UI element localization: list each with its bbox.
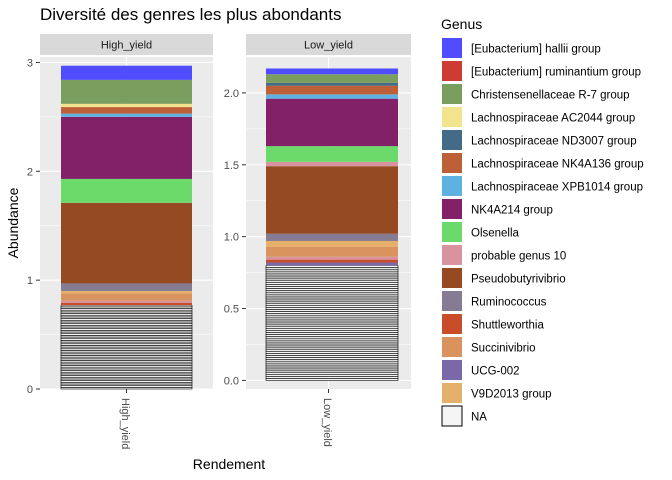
legend-swatch-eubacterium-hallii-group xyxy=(442,38,462,58)
bar-segment-pseudobutyrivibrio-low-yield xyxy=(266,166,398,234)
facet-strip-high-yield xyxy=(40,34,213,55)
legend-label-lachnospiraceae-ac2044-group: Lachnospiraceae AC2044 group xyxy=(471,113,635,125)
bar-segment-lachnospiraceae-nk4a136-group-high-yield xyxy=(61,107,192,114)
y-tick-label: 1.5 xyxy=(224,160,239,172)
bar-segment-ruminococcus-high-yield xyxy=(61,283,192,292)
facet-panel-low-yield: Low_yield 0.0 0.5 1.0 1.5 2.0 Low_yield xyxy=(224,34,411,447)
legend-swatch-nk4a214-group xyxy=(442,199,462,219)
legend-label-nk4a214-group: NK4A214 group xyxy=(471,205,553,217)
bar-segment-olsenella-low-yield xyxy=(266,146,398,162)
facet-strip-low-yield xyxy=(246,34,411,55)
bar-segment-lachnospiraceae-nk4a136-group-low-yield xyxy=(266,85,398,95)
legend-swatch-olsenella xyxy=(442,222,462,242)
bar-segment-na xyxy=(265,265,399,268)
legend-swatch-ucg-002 xyxy=(442,360,462,380)
bar-segment-v9d2013-group-low-yield xyxy=(266,240,398,247)
facet-strip-label-high-yield: High_yield xyxy=(101,40,152,52)
legend-label-ruminococcus: Ruminococcus xyxy=(471,297,547,309)
bar-segment-eubacterium-hallii-group-low-yield xyxy=(266,68,398,75)
legend-swatch-christensenellaceae-r-7-group xyxy=(442,84,462,104)
y-axis-title: Abundance xyxy=(5,187,21,258)
legend-label-na: NA xyxy=(471,412,487,424)
bar-segment-shuttleworthia-high-yield xyxy=(61,303,192,306)
bar-segment-christensenellaceae-r-7-group-low-yield xyxy=(266,74,398,83)
bar-segment-pseudobutyrivibrio-high-yield xyxy=(61,202,192,284)
legend-label-lachnospiraceae-xpb1014-group: Lachnospiraceae XPB1014 group xyxy=(471,182,643,194)
legend-swatch-lachnospiraceae-ac2044-group xyxy=(442,107,462,127)
bar-segment-nk4a214-group-high-yield xyxy=(61,116,192,179)
bar-segment-probable-genus-10-high-yield xyxy=(61,300,192,304)
legend-label-ucg-002: UCG-002 xyxy=(471,366,520,378)
x-tick-label-low-yield: Low_yield xyxy=(321,398,333,447)
bar-segment-lachnospiraceae-nd3007-group-low-yield xyxy=(266,82,398,86)
bar-segment-lachnospiraceae-xpb1014-group-low-yield xyxy=(266,94,398,99)
y-axis-ticks-high-yield: 0 1 2 3 xyxy=(27,57,40,396)
legend-swatch-probable-genus-10 xyxy=(442,245,462,265)
legend-swatch-eubacterium-ruminantium-group xyxy=(442,61,462,81)
legend-label-probable-genus-10: probable genus 10 xyxy=(471,251,566,263)
stacked-bar-low-yield xyxy=(265,68,399,381)
legend-title: Genus xyxy=(441,16,482,32)
bar-segment-lachnospiraceae-xpb1014-group-high-yield xyxy=(61,113,192,117)
legend-label-shuttleworthia: Shuttleworthia xyxy=(471,320,544,332)
legend-label-christensenellaceae-r-7-group: Christensenellaceae R-7 group xyxy=(471,90,630,102)
x-axis-title: Rendement xyxy=(193,456,265,472)
bar-segment-probable-genus-10-low-yield xyxy=(266,161,398,167)
stacked-bar-high-yield xyxy=(60,65,193,390)
y-tick-label: 0.5 xyxy=(224,304,239,316)
legend-swatch-succinivibrio xyxy=(442,337,462,357)
legend-swatch-na xyxy=(441,405,463,427)
y-tick-label: 2.0 xyxy=(224,88,239,100)
y-tick-label: 1 xyxy=(27,275,33,287)
legend-label-lachnospiraceae-nk4a136-group: Lachnospiraceae NK4A136 group xyxy=(471,159,644,171)
legend: [Eubacterium] hallii group [Eubacterium] … xyxy=(441,38,644,427)
bar-segment-nk4a214-group-low-yield xyxy=(266,98,398,147)
legend-swatch-pseudobutyrivibrio xyxy=(442,268,462,288)
y-tick-label: 1.0 xyxy=(224,232,239,244)
bar-segment-eubacterium-hallii-group-high-yield xyxy=(61,65,192,80)
y-tick-label: 0.0 xyxy=(224,375,239,387)
bar-segment-ucg-002-low-yield xyxy=(266,262,398,266)
legend-label-eubacterium-ruminantium-group: [Eubacterium] ruminantium group xyxy=(471,67,641,79)
legend-label-v9d2013-group: V9D2013 group xyxy=(471,389,552,401)
bar-segment-lachnospiraceae-ac2044-group-high-yield xyxy=(61,103,192,108)
legend-swatch-ruminococcus xyxy=(442,291,462,311)
y-tick-label: 2 xyxy=(27,166,33,178)
bar-segment-ruminococcus-low-yield xyxy=(266,233,398,241)
bar-segment-christensenellaceae-r-7-group-high-yield xyxy=(61,79,192,104)
bar-segment-v9d2013-group-high-yield xyxy=(61,291,192,294)
y-tick-label: 0 xyxy=(27,384,33,396)
legend-swatch-lachnospiraceae-nd3007-group xyxy=(442,130,462,150)
legend-label-eubacterium-hallii-group: [Eubacterium] hallii group xyxy=(471,44,601,56)
facet-panel-high-yield: High_yield 0 1 2 3 High_yield xyxy=(27,34,213,449)
bar-segment-shuttleworthia-low-yield xyxy=(266,259,398,263)
bar-segment-na xyxy=(60,304,193,308)
legend-swatch-lachnospiraceae-nk4a136-group xyxy=(442,153,462,173)
y-tick-label: 3 xyxy=(27,57,33,69)
chart-title: Diversité des genres les plus abondants xyxy=(40,5,341,24)
bar-segment-succinivibrio-high-yield xyxy=(61,293,192,301)
x-tick-label-high-yield: High_yield xyxy=(119,398,131,449)
facet-strip-label-low-yield: Low_yield xyxy=(304,40,353,52)
legend-swatch-shuttleworthia xyxy=(442,314,462,334)
legend-label-pseudobutyrivibrio: Pseudobutyrivibrio xyxy=(471,274,566,286)
legend-label-lachnospiraceae-nd3007-group: Lachnospiraceae ND3007 group xyxy=(471,136,637,148)
bar-segment-olsenella-high-yield xyxy=(61,178,192,203)
legend-swatch-v9d2013-group xyxy=(442,383,462,403)
bar-segment-succinivibrio-low-yield xyxy=(266,246,398,257)
legend-swatch-lachnospiraceae-xpb1014-group xyxy=(442,176,462,196)
bar-segment-probable-genus-10-low-yield xyxy=(266,256,398,260)
legend-label-olsenella: Olsenella xyxy=(471,228,520,240)
legend-label-succinivibrio: Succinivibrio xyxy=(471,343,536,355)
y-axis-ticks-low-yield: 0.0 0.5 1.0 1.5 2.0 xyxy=(224,88,246,387)
